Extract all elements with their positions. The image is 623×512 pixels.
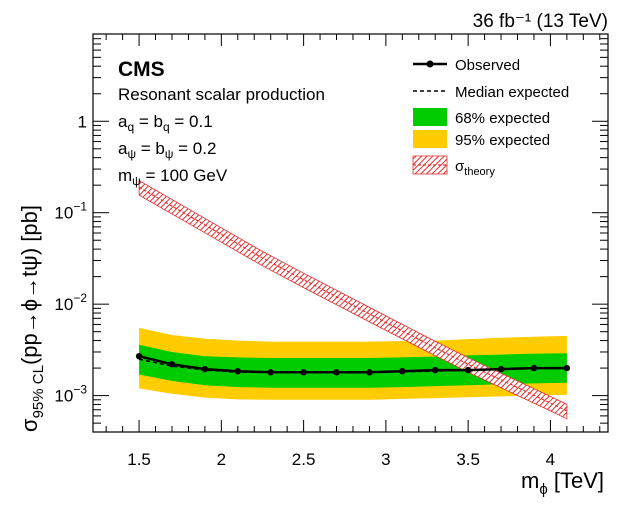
- x-axis-title: mϕ [TeV]: [521, 468, 604, 498]
- observed-point: [234, 368, 241, 375]
- y-tick-base: 1: [78, 112, 87, 131]
- observed-point: [366, 369, 373, 376]
- observed-point: [497, 365, 505, 373]
- x-tick-label: 3: [381, 450, 390, 469]
- x-tick-label: 1.5: [127, 450, 151, 469]
- legend-observed-marker: [426, 60, 434, 68]
- theory-band: [138, 179, 568, 420]
- lumi-label: 36 fb⁻¹ (13 TeV): [473, 11, 608, 32]
- legend-band68: 68% expected: [413, 108, 550, 127]
- y-tick-exponent: −1: [73, 200, 87, 214]
- legend-band68-swatch: [413, 108, 447, 126]
- y-tick-label: 1: [78, 112, 87, 131]
- observed-point: [464, 366, 472, 374]
- observed-point: [563, 364, 571, 372]
- legend-theory-label: σtheory: [455, 158, 495, 178]
- observed-point: [267, 369, 274, 376]
- legend-observed: Observed: [413, 57, 520, 74]
- y-tick-base: 10: [54, 204, 73, 223]
- x-tick-label: 3.5: [456, 450, 480, 469]
- x-tick-label: 2: [217, 450, 226, 469]
- legend-theory: σtheory: [412, 155, 495, 178]
- coupling-aq-label: aq = bq = 0.1: [118, 112, 213, 134]
- theory-central-line: [138, 186, 568, 412]
- y-tick-exponent: −3: [73, 383, 87, 397]
- legend-expected-label: Median expected: [455, 84, 569, 101]
- legend-band68-label: 68% expected: [455, 110, 550, 127]
- y-tick-exponent: −2: [73, 291, 87, 305]
- y-tick-label: 10−1: [54, 200, 87, 223]
- legend-band95-swatch: [413, 130, 447, 148]
- observed-point: [333, 369, 340, 376]
- legend-observed-label: Observed: [455, 57, 520, 74]
- observed-point: [135, 353, 143, 360]
- legend-band95: 95% expected: [413, 130, 550, 149]
- x-axis-ticks: 1.5 2 2.5 3 3.5 4: [105, 34, 601, 469]
- observed-point: [530, 364, 538, 372]
- observed-points: [135, 353, 571, 376]
- y-tick-base: 10: [54, 387, 73, 406]
- legend: Observed Median expected 68% expected 95…: [412, 57, 569, 178]
- observed-point: [432, 366, 439, 374]
- y-tick-base: 10: [54, 295, 73, 314]
- coupling-apsi-label: aψ = bψ = 0.2: [118, 139, 216, 161]
- observed-point: [300, 369, 307, 376]
- process-label: Resonant scalar production: [118, 85, 325, 104]
- legend-expected: Median expected: [413, 84, 569, 101]
- observed-line: [138, 354, 567, 374]
- data-layer: [135, 179, 571, 420]
- x-tick-label: 4: [546, 450, 555, 469]
- x-tick-label: 2.5: [292, 450, 316, 469]
- observed-point: [201, 365, 209, 373]
- observed-point: [168, 361, 176, 368]
- y-axis-title: σ95% CL(pp→ϕ→tψ) [pb]: [17, 205, 47, 432]
- y-axis-ticks: 10−310−210−11: [54, 33, 608, 433]
- legend-band95-label: 95% expected: [455, 132, 550, 149]
- y-tick-label: 10−2: [54, 291, 87, 314]
- mass-psi-label: mψ = 100 GeV: [118, 166, 228, 188]
- observed-point: [399, 368, 406, 375]
- y-tick-label: 10−3: [54, 383, 87, 406]
- band-68-expected: [139, 344, 567, 388]
- experiment-label: CMS: [118, 58, 165, 81]
